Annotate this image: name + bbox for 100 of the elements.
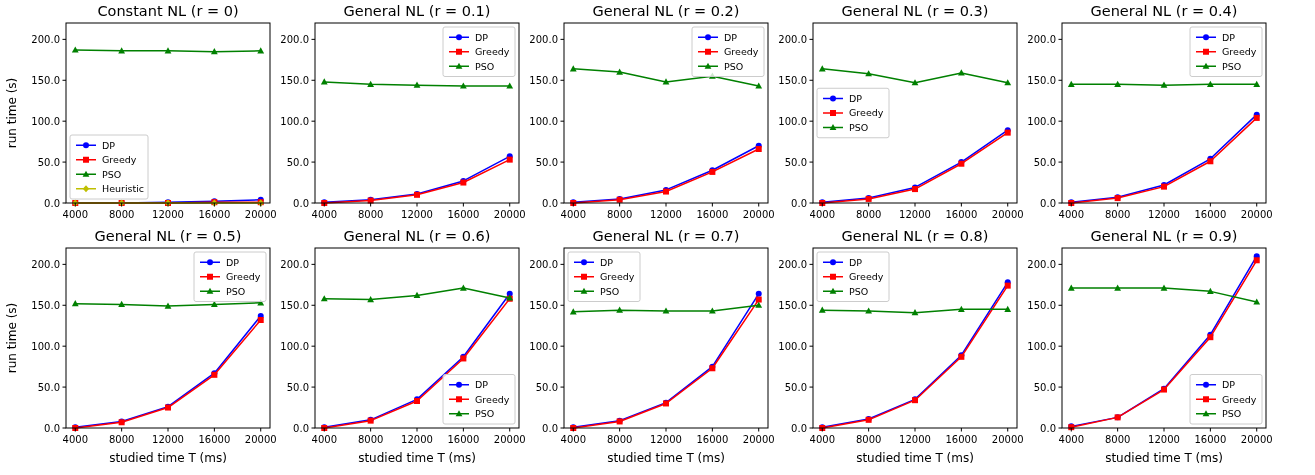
y-tick-label: 150.0	[31, 74, 60, 86]
y-tick-label: 0.0	[542, 422, 558, 434]
y-tick-label: 200.0	[31, 33, 60, 45]
x-tick-label: 12000	[1148, 434, 1180, 445]
y-tick-label: 100.0	[31, 340, 60, 352]
legend-label: DP	[849, 92, 863, 104]
x-tick-label: 8000	[606, 434, 633, 445]
legend-label: Greedy	[849, 107, 884, 119]
y-tick-label: 100.0	[1027, 340, 1056, 352]
y-tick-label: 100.0	[280, 340, 309, 352]
y-tick-label: 150.0	[529, 299, 558, 311]
y-tick-label: 0.0	[791, 422, 807, 434]
x-tick-label: 16000	[198, 209, 231, 220]
y-tick-label: 50.0	[37, 381, 60, 393]
x-tick-label: 8000	[606, 209, 633, 220]
legend-label: PSO	[102, 168, 122, 180]
legend-label: DP	[475, 31, 489, 43]
x-tick-label: 4000	[62, 209, 88, 220]
x-tick-label: 12000	[1148, 209, 1180, 220]
x-tick-label: 4000	[809, 434, 835, 445]
y-tick-label: 0.0	[1040, 422, 1056, 434]
legend-label: PSO	[475, 408, 495, 420]
x-axis-title: studied time T (ms)	[1105, 451, 1223, 465]
legend-label: Greedy	[849, 271, 884, 283]
x-tick-label: 16000	[945, 434, 978, 445]
legend-label: PSO	[1222, 408, 1242, 420]
y-tick-label: 50.0	[784, 381, 807, 393]
x-tick-label: 4000	[311, 434, 337, 445]
x-tick-label: 12000	[650, 209, 682, 220]
y-tick-label: 200.0	[778, 33, 807, 45]
x-tick-label: 20000	[1240, 434, 1273, 445]
x-tick-label: 8000	[108, 209, 135, 220]
legend-label: Greedy	[475, 393, 510, 405]
x-tick-label: 20000	[742, 209, 775, 220]
legend-label: DP	[1222, 31, 1236, 43]
legend-label: DP	[600, 256, 614, 268]
y-tick-label: 100.0	[31, 115, 60, 127]
legend-label: DP	[1222, 379, 1236, 391]
legend-label: PSO	[1222, 60, 1242, 72]
y-tick-label: 200.0	[280, 33, 309, 45]
x-tick-label: 8000	[357, 434, 384, 445]
chart-title: General NL (r = 0.4)	[1090, 3, 1238, 19]
legend-label: Greedy	[724, 46, 759, 58]
chart-title: General NL (r = 0.5)	[94, 228, 242, 244]
y-tick-label: 200.0	[280, 258, 309, 270]
legend-label: Greedy	[475, 46, 510, 58]
x-tick-label: 8000	[855, 434, 882, 445]
x-tick-label: 8000	[1104, 434, 1131, 445]
y-tick-label: 0.0	[44, 422, 60, 434]
x-axis-title: studied time T (ms)	[358, 451, 476, 465]
legend-label: Greedy	[600, 271, 635, 283]
legend-label: PSO	[724, 60, 744, 72]
legend-label: DP	[724, 31, 738, 43]
y-tick-label: 150.0	[1027, 74, 1056, 86]
legend-label: DP	[475, 379, 489, 391]
y-tick-label: 50.0	[286, 156, 309, 168]
legend-label: Greedy	[1222, 393, 1257, 405]
chart-title: General NL (r = 0.7)	[592, 228, 740, 244]
legend-label: PSO	[600, 285, 620, 297]
legend-label: PSO	[849, 121, 869, 133]
y-tick-label: 200.0	[529, 33, 558, 45]
legend-label: Greedy	[1222, 46, 1257, 58]
y-tick-label: 150.0	[529, 74, 558, 86]
chart-title: General NL (r = 0.2)	[592, 3, 740, 19]
legend-label: DP	[102, 139, 116, 151]
x-tick-label: 12000	[152, 209, 184, 220]
x-tick-label: 16000	[945, 209, 978, 220]
chart-title: General NL (r = 0.6)	[343, 228, 491, 244]
y-tick-label: 50.0	[1033, 381, 1056, 393]
x-tick-label: 4000	[560, 209, 586, 220]
x-tick-label: 20000	[991, 209, 1024, 220]
y-tick-label: 50.0	[37, 156, 60, 168]
x-tick-label: 20000	[493, 209, 526, 220]
x-axis-title: studied time T (ms)	[109, 451, 227, 465]
x-tick-label: 8000	[108, 434, 135, 445]
x-tick-label: 16000	[696, 209, 729, 220]
y-tick-label: 0.0	[791, 197, 807, 209]
y-tick-label: 100.0	[280, 115, 309, 127]
y-tick-label: 150.0	[778, 299, 807, 311]
legend-label: Greedy	[102, 154, 137, 166]
y-tick-label: 200.0	[1027, 33, 1056, 45]
y-tick-label: 100.0	[1027, 115, 1056, 127]
x-tick-label: 12000	[899, 434, 931, 445]
x-axis-title: studied time T (ms)	[856, 451, 974, 465]
x-tick-label: 16000	[1194, 434, 1227, 445]
y-tick-label: 100.0	[778, 340, 807, 352]
x-tick-label: 20000	[742, 434, 775, 445]
y-tick-label: 100.0	[529, 340, 558, 352]
x-tick-label: 4000	[809, 209, 835, 220]
y-tick-label: 200.0	[529, 258, 558, 270]
x-tick-label: 16000	[198, 434, 231, 445]
x-tick-label: 4000	[1058, 434, 1084, 445]
x-tick-label: 16000	[447, 434, 480, 445]
y-tick-label: 150.0	[31, 299, 60, 311]
y-tick-label: 150.0	[1027, 299, 1056, 311]
legend-label: PSO	[849, 285, 869, 297]
y-axis-title: run time (s)	[5, 77, 19, 149]
x-tick-label: 12000	[401, 209, 433, 220]
y-tick-label: 200.0	[31, 258, 60, 270]
y-tick-label: 100.0	[529, 115, 558, 127]
